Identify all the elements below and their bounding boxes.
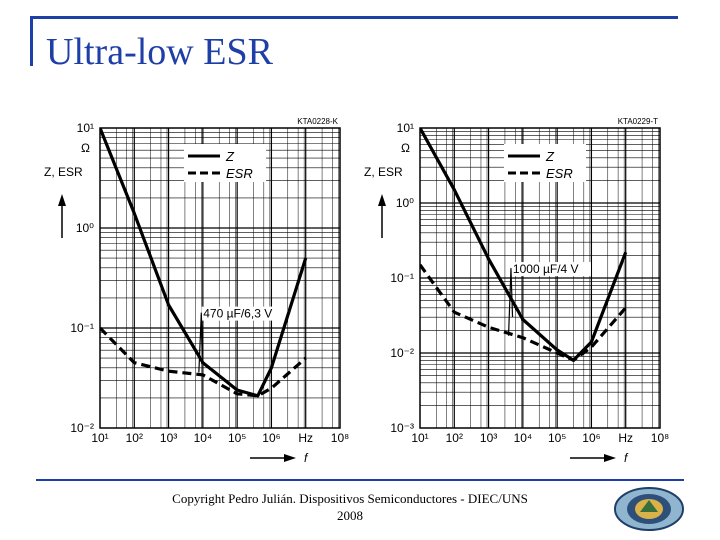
left-legend-esr: ESR xyxy=(226,166,253,181)
right-xtick: 10⁴ xyxy=(514,431,533,445)
right-legend-esr: ESR xyxy=(546,166,573,181)
right-series-esr xyxy=(420,263,627,362)
right-xunit: Hz xyxy=(618,431,633,445)
left-xtick: 10¹ xyxy=(91,431,108,445)
right-xtick: 10² xyxy=(446,431,463,445)
right-annotation-bg xyxy=(510,262,591,277)
slide-title: Ultra-low ESR xyxy=(46,31,273,73)
left-xtick: 10⁵ xyxy=(228,431,246,445)
left-legend-z: Z xyxy=(225,149,235,164)
left-ytick: 10⁰ xyxy=(76,221,94,235)
right-annotation: 1000 µF/4 V xyxy=(513,262,579,276)
right-legend-z: Z xyxy=(545,149,555,164)
left-legend-bg xyxy=(184,144,266,182)
left-xtick: 10³ xyxy=(160,431,177,445)
right-series-z xyxy=(420,128,628,362)
right-ylabel: Z, ESR xyxy=(364,165,403,179)
left-xtick: 10⁴ xyxy=(194,431,213,445)
chart-left: 10¹ 10⁰ 10⁻¹ 10⁻² Ω Z, ESR 10¹ 10² 10³ 10⁴ 10⁵ 10⁶ 1… xyxy=(44,117,349,465)
left-ytick: 10⁻¹ xyxy=(70,321,94,335)
left-xtick: 10² xyxy=(126,431,143,445)
right-xtick: 10⁶ xyxy=(582,431,600,445)
left-series-z xyxy=(100,128,308,398)
right-legend-bg xyxy=(504,144,586,182)
right-yarrow-head xyxy=(378,194,386,206)
right-ytick: 10⁻² xyxy=(390,346,414,360)
title-bar-top xyxy=(30,16,678,19)
left-annotation-pointer-esr xyxy=(198,314,202,373)
right-ytick: 10⁻³ xyxy=(390,421,414,435)
left-annotation: 470 µF/6,3 V xyxy=(203,307,272,321)
right-xarrow-head xyxy=(604,454,616,462)
footer-copyright: Copyright Pedro Julián. Dispositivos Sem… xyxy=(172,491,528,506)
left-frame xyxy=(99,127,341,429)
left-code: KTA0228-K xyxy=(297,117,338,126)
footer-text: Copyright Pedro Julián. Dispositivos Sem… xyxy=(150,490,550,524)
right-xlabel: f xyxy=(624,451,629,465)
title-bar-left xyxy=(30,16,33,66)
footer-divider xyxy=(36,479,684,481)
left-yunit: Ω xyxy=(81,141,90,155)
left-xtick: 10⁸ xyxy=(331,431,349,445)
right-yunit: Ω xyxy=(401,141,410,155)
right-ytick: 10⁰ xyxy=(396,196,414,210)
right-frame xyxy=(419,127,661,429)
left-ylabel: Z, ESR xyxy=(44,165,83,179)
left-ytick: 10¹ xyxy=(77,121,94,135)
chart-right: 10¹ 10⁰ 10⁻¹ 10⁻² 10⁻³ Ω Z, ESR 10¹ 10² 10³ 10⁴ 10⁵… xyxy=(364,117,669,465)
footer-year: 2008 xyxy=(337,508,363,523)
right-xtick: 10³ xyxy=(480,431,497,445)
right-code: KTA0229-T xyxy=(618,117,658,126)
university-logo xyxy=(614,487,684,531)
left-xtick: 10⁶ xyxy=(262,431,280,445)
right-ytick: 10⁻¹ xyxy=(390,271,414,285)
left-annotation-bg xyxy=(201,306,282,321)
left-yarrow-head xyxy=(58,194,66,206)
right-xtick: 10⁵ xyxy=(548,431,566,445)
right-xtick: 10¹ xyxy=(411,431,428,445)
right-ytick: 10¹ xyxy=(397,121,414,135)
left-xunit: Hz xyxy=(298,431,313,445)
left-xlabel: f xyxy=(304,451,309,465)
left-xarrow-head xyxy=(284,454,296,462)
right-xtick: 10⁸ xyxy=(651,431,669,445)
right-annotation-pointer-esr xyxy=(507,270,512,336)
left-ytick: 10⁻² xyxy=(70,421,94,435)
